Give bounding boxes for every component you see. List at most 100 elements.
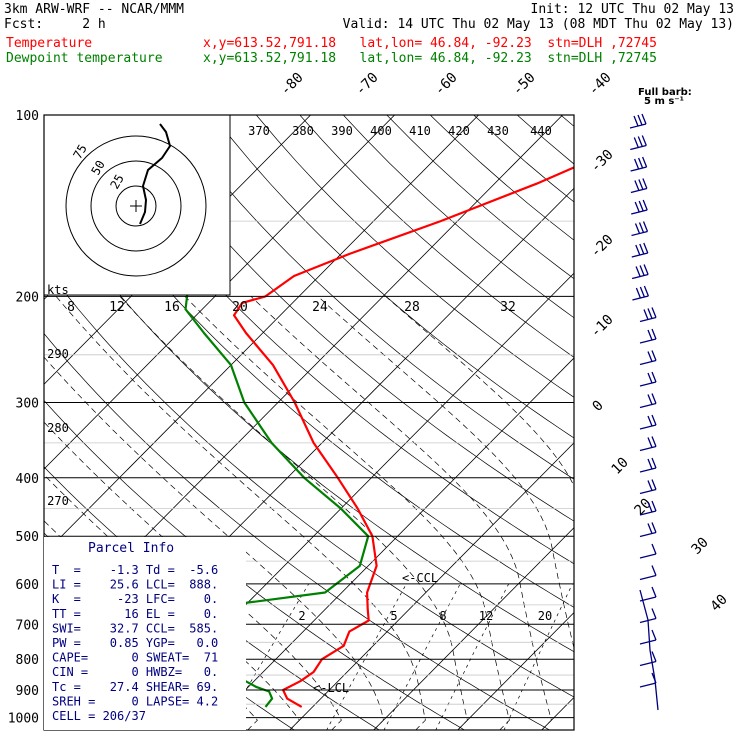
wind-barb — [639, 629, 657, 645]
barb-flag — [651, 457, 657, 469]
isotherm-label: -40 — [586, 70, 615, 99]
isotherm-line — [289, 442, 574, 730]
hodograph-trace — [139, 123, 172, 225]
barb-shaft — [639, 682, 657, 688]
barb-shaft — [639, 359, 657, 366]
barb-flag — [642, 199, 648, 211]
mixing-ratio-line — [435, 583, 510, 730]
hodograph-ring-label: 25 — [107, 172, 126, 192]
barb-shaft — [639, 488, 657, 495]
barb-flag — [647, 501, 653, 513]
barb-flag — [638, 200, 644, 212]
mixing-ratio-label: 5 — [390, 609, 397, 623]
theta-label: 440 — [530, 124, 552, 138]
parcel-info-row: SREH = 0 LAPSE= 4.2 — [52, 694, 218, 708]
barb-flag — [634, 223, 641, 234]
pressure-tick-label: 500 — [16, 530, 39, 545]
parcel-info-box — [44, 537, 246, 730]
pressure-tick-label: 300 — [16, 397, 39, 412]
theta-label: 420 — [448, 124, 470, 138]
barb-shaft — [639, 445, 657, 452]
mixing-ratio-line — [326, 583, 407, 730]
hodograph-ring — [90, 160, 182, 252]
mixing-ratio-line — [383, 583, 461, 730]
parcel-info-row: TT = 16 EL = 0. — [52, 607, 218, 621]
isotherm-label: 40 — [708, 592, 731, 615]
temperature-line — [232, 166, 574, 708]
moist-adiabat — [385, 296, 574, 487]
wind-barb — [632, 285, 650, 301]
isotherm-label: -50 — [510, 70, 539, 99]
barb-flag — [647, 329, 653, 341]
parcel-info-row: PW = 0.85 YGP= 0.0 — [52, 636, 218, 650]
dry-adiabat — [342, 115, 574, 319]
parcel-info-row: CAPE= 0 SWEAT= 71 — [52, 651, 218, 665]
wind-speed-tick-label: 20 — [232, 300, 248, 315]
isotherm-line — [44, 115, 396, 470]
wind-speed-tick-label: 32 — [500, 300, 516, 315]
wind-speed-tick-label: 24 — [312, 300, 328, 315]
barb-flag — [637, 114, 643, 126]
dry-adiabat — [255, 115, 574, 398]
barb-flag — [651, 608, 657, 619]
barb-flag — [641, 156, 648, 168]
valid-time: Valid: 14 UTC Thu 02 May 13 (08 MDT Thu … — [342, 17, 734, 32]
hodograph-ring-label: 50 — [88, 158, 107, 178]
barb-flag — [638, 179, 644, 190]
moist-adiabat — [184, 296, 510, 730]
barb-shaft — [639, 467, 657, 473]
wind-barb — [639, 328, 657, 344]
barb-shaft — [639, 574, 657, 581]
moist-adiabat — [250, 296, 552, 730]
mixing-ratio-label: 8 — [439, 609, 446, 623]
barb-flag — [651, 371, 657, 383]
isotherm-label: 20 — [632, 496, 655, 519]
barb-shaft — [639, 402, 657, 409]
dry-adiabat — [386, 115, 574, 280]
low-level-barb-stack — [639, 589, 659, 711]
wind-barb — [639, 565, 657, 581]
barb-flag — [647, 437, 653, 448]
barb-shaft — [639, 424, 657, 430]
barb-flag — [647, 308, 653, 319]
wind-barb — [631, 221, 649, 237]
isotherm-line — [709, 87, 740, 730]
pressure-tick-label: 600 — [16, 578, 39, 593]
wind-barb — [631, 264, 649, 280]
hodograph-ring-label: 75 — [70, 142, 89, 162]
barb-flag — [651, 328, 657, 340]
wind-speed-tick-label: 8 — [67, 300, 75, 315]
barb-flag — [647, 415, 653, 427]
init-time: Init: 12 UTC Thu 02 May 13 — [530, 2, 735, 17]
kts-label: kts — [47, 283, 69, 297]
barb-flag — [647, 458, 653, 470]
dry-adiabat — [516, 115, 574, 165]
barb-flag — [651, 565, 657, 576]
barb-flag — [635, 287, 642, 299]
wind-barb — [639, 436, 657, 452]
barb-flag — [651, 307, 657, 318]
theta-label: 410 — [409, 124, 431, 138]
isotherm-line — [0, 87, 2, 730]
mixing-ratio-line — [503, 583, 573, 730]
wind-speed-tick-label: 12 — [109, 300, 125, 315]
pressure-tick-label: 800 — [16, 653, 39, 668]
isotherm-line — [44, 115, 480, 555]
wind-barb — [631, 242, 649, 258]
parcel-info-row: Tc = 27.4 SHEAR= 69. — [52, 680, 218, 694]
hodograph-box — [43, 114, 231, 296]
wind-speed-tick-label: 28 — [404, 300, 420, 315]
wind-barb — [630, 178, 648, 194]
forecast-hour: Fcst: 2 h — [4, 17, 106, 32]
barb-flag — [637, 136, 643, 147]
barb-flag — [647, 351, 653, 362]
parcel-info-row: SWI= 32.7 CCL= 585. — [52, 621, 218, 635]
temperature-legend-label: Temperature — [6, 36, 93, 51]
hodograph-ring — [65, 135, 207, 277]
mixing-ratio-label: 2 — [298, 609, 305, 623]
isotherm-label: 10 — [609, 455, 632, 478]
isotherm-label: -70 — [353, 70, 382, 99]
dry-adiabat — [429, 115, 574, 241]
barb-flag — [651, 479, 657, 490]
barb-flag — [633, 158, 640, 170]
